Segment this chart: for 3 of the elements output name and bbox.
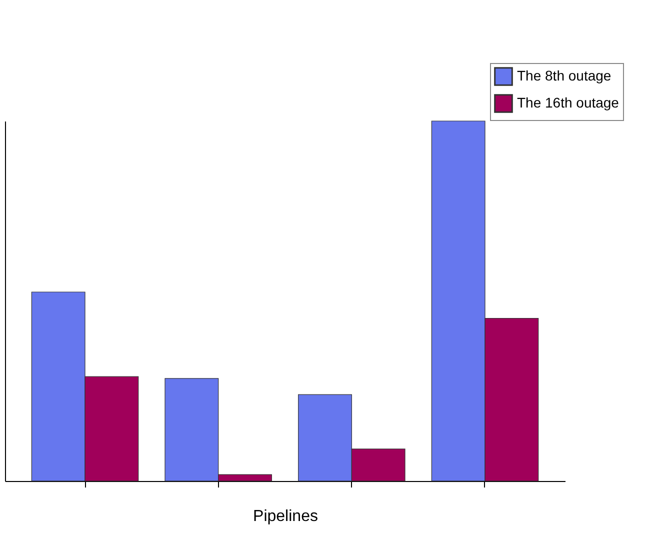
legend-label: The 16th outage bbox=[517, 94, 620, 110]
legend-label: The 8th outage bbox=[517, 68, 612, 84]
x-axis-title: Pipelines bbox=[253, 508, 318, 525]
